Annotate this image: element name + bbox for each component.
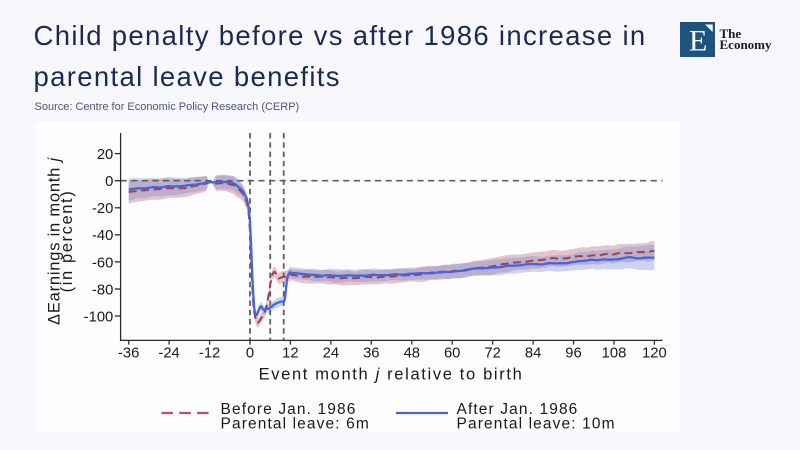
svg-text:24: 24 — [323, 346, 339, 362]
svg-text:0: 0 — [246, 346, 254, 362]
svg-text:Event month j relative to birt: Event month j relative to birth — [259, 366, 524, 384]
svg-text:12: 12 — [282, 346, 298, 362]
svg-text:72: 72 — [484, 346, 500, 362]
svg-text:-36: -36 — [118, 346, 139, 362]
svg-text:60: 60 — [444, 346, 460, 362]
svg-text:Parental leave: 6m: Parental leave: 6m — [221, 416, 370, 433]
svg-text:ΔEarnings in month j: ΔEarnings in month j — [46, 157, 64, 325]
svg-text:-60: -60 — [92, 255, 113, 271]
svg-text:-12: -12 — [199, 346, 220, 362]
svg-text:96: 96 — [565, 346, 581, 362]
svg-text:Before Jan. 1986: Before Jan. 1986 — [221, 401, 357, 418]
svg-text:-40: -40 — [92, 228, 113, 244]
svg-text:120: 120 — [642, 346, 667, 362]
svg-text:-80: -80 — [92, 282, 113, 298]
svg-text:108: 108 — [602, 346, 627, 362]
svg-text:20: 20 — [97, 147, 113, 163]
svg-text:(in percent): (in percent) — [58, 190, 76, 293]
svg-text:-20: -20 — [92, 201, 113, 217]
svg-text:After Jan. 1986: After Jan. 1986 — [457, 401, 579, 418]
svg-text:-100: -100 — [84, 309, 114, 325]
svg-text:-24: -24 — [158, 346, 179, 362]
svg-text:36: 36 — [363, 346, 379, 362]
svg-text:Parental leave: 10m: Parental leave: 10m — [457, 416, 616, 433]
svg-text:0: 0 — [105, 174, 113, 190]
svg-text:E: E — [689, 25, 707, 58]
svg-text:84: 84 — [525, 346, 541, 362]
svg-text:48: 48 — [404, 346, 420, 362]
